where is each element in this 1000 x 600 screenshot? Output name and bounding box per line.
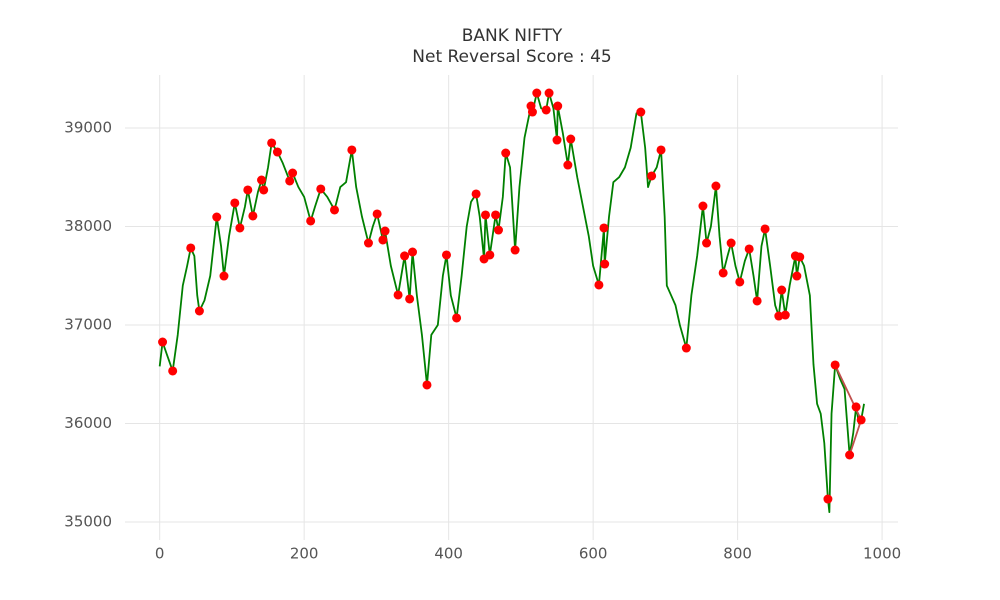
reversal-point xyxy=(795,252,805,262)
reversal-point xyxy=(544,88,554,98)
reversal-point xyxy=(636,107,646,117)
reversal-point xyxy=(363,238,373,248)
reversal-point xyxy=(681,343,691,353)
reversal-point xyxy=(243,185,253,195)
reversal-point xyxy=(599,223,609,233)
y-tick-label: 39000 xyxy=(64,118,112,136)
x-tick-label: 1000 xyxy=(863,545,901,563)
reversal-point xyxy=(347,145,357,155)
reversal-point xyxy=(735,277,745,287)
y-tick-label: 38000 xyxy=(64,217,112,235)
reversal-point xyxy=(330,205,340,215)
chart-title: BANK NIFTY xyxy=(462,26,563,46)
reversal-point xyxy=(372,209,382,219)
reversal-point xyxy=(510,245,520,255)
reversal-point xyxy=(541,105,551,115)
reversal-point xyxy=(830,360,840,370)
reversal-point xyxy=(485,250,495,260)
reversal-point xyxy=(647,171,657,181)
reversal-point xyxy=(257,175,267,185)
price-line xyxy=(158,92,865,514)
reversal-point xyxy=(527,107,537,117)
reversal-point xyxy=(408,247,418,257)
reversal-point xyxy=(851,402,861,412)
reversal-point xyxy=(744,244,754,254)
reversal-point xyxy=(823,494,833,504)
reversal-point xyxy=(594,280,604,290)
reversal-point xyxy=(158,337,168,347)
reversal-point xyxy=(267,138,277,148)
x-tick-label: 800 xyxy=(723,545,752,563)
reversal-point xyxy=(219,271,229,281)
reversal-point xyxy=(563,160,573,170)
reversal-point xyxy=(553,101,563,111)
reversal-point xyxy=(718,268,728,278)
reversal-point xyxy=(760,224,770,234)
reversal-point xyxy=(212,212,222,222)
reversal-point xyxy=(600,259,610,269)
reversal-point xyxy=(285,176,295,186)
reversal-point xyxy=(288,168,298,178)
reversal-point xyxy=(230,198,240,208)
reversal-point xyxy=(452,313,462,323)
reversal-point xyxy=(493,225,503,235)
x-tick-label: 400 xyxy=(434,545,463,563)
reversal-point xyxy=(777,285,787,295)
reversal-point xyxy=(501,148,511,158)
reversal-point xyxy=(480,210,490,220)
reversal-point xyxy=(380,226,390,236)
reversal-point xyxy=(235,223,245,233)
x-tick-label: 200 xyxy=(290,545,319,563)
reversal-point xyxy=(316,184,326,194)
reversal-point xyxy=(400,251,410,261)
y-tick-label: 37000 xyxy=(64,315,112,333)
reversal-point xyxy=(168,366,178,376)
reversal-point xyxy=(186,243,196,253)
x-tick-label: 600 xyxy=(579,545,608,563)
y-tick-label: 35000 xyxy=(64,512,112,530)
reversal-point xyxy=(698,201,708,211)
reversal-point xyxy=(752,296,762,306)
grid: 35000 36000 37000 38000 39000 0 200 400 600 800 10… xyxy=(64,75,901,563)
reversal-point xyxy=(552,135,562,145)
reversal-point xyxy=(491,210,501,220)
reversal-point xyxy=(194,306,204,316)
reversal-point xyxy=(405,294,415,304)
reversal-point xyxy=(845,450,855,460)
reversal-point xyxy=(272,147,282,157)
reversal-point xyxy=(780,310,790,320)
y-tick-label: 36000 xyxy=(64,414,112,432)
plot xyxy=(158,88,866,514)
reversal-point xyxy=(711,181,721,191)
reversal-point xyxy=(248,211,258,221)
reversal-point xyxy=(566,134,576,144)
reversal-point xyxy=(378,235,388,245)
reversal-point xyxy=(856,415,866,425)
x-tick-label: 0 xyxy=(155,545,165,563)
reversal-point xyxy=(471,189,481,199)
chart-subtitle: Net Reversal Score : 45 xyxy=(412,47,611,67)
reversal-point xyxy=(441,250,451,260)
reversal-point xyxy=(702,238,712,248)
reversal-point xyxy=(532,88,542,98)
reversal-point xyxy=(422,380,432,390)
reversal-point xyxy=(393,290,403,300)
reversal-point xyxy=(259,185,269,195)
reversal-point xyxy=(656,145,666,155)
reversal-point xyxy=(306,216,316,226)
reversal-point xyxy=(726,238,736,248)
reversal-point xyxy=(792,271,802,281)
